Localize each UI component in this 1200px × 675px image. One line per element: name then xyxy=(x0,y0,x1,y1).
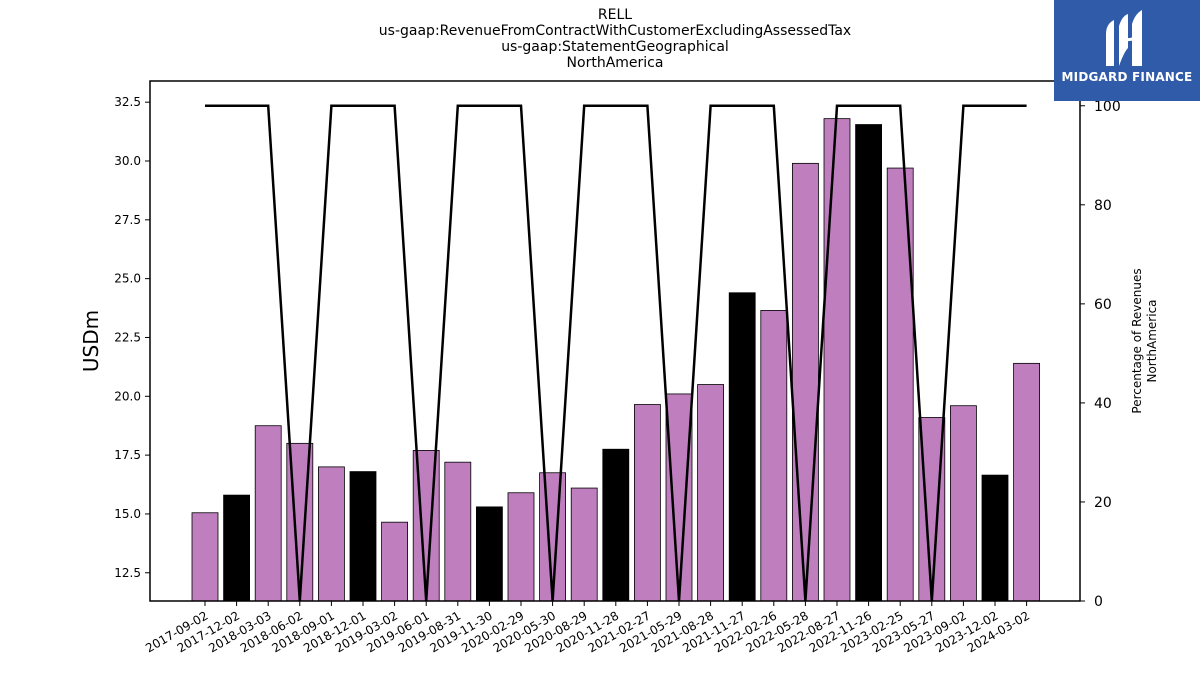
bar-2020-11-28 xyxy=(602,448,630,602)
bar-2022-11-26 xyxy=(855,124,882,602)
bar-2023-12-02 xyxy=(981,474,1009,602)
bar-2018-12-01 xyxy=(349,471,377,602)
y-tick-label: 20.0 xyxy=(114,389,141,403)
y2-tick-label: 20 xyxy=(1094,495,1112,511)
y2-axis-label-line-1: Percentage of Revenues xyxy=(1130,268,1144,413)
bar-2017-12-02 xyxy=(223,494,251,602)
bar-2022-08-27 xyxy=(823,118,851,602)
bars-group xyxy=(191,118,1040,602)
y-tick-label: 15.0 xyxy=(114,507,141,521)
y-tick-label: 17.5 xyxy=(114,448,141,462)
chart-title-line-3: us-gaap:StatementGeographical xyxy=(501,39,729,55)
chart-title-line-4: NorthAmerica xyxy=(566,55,664,71)
logo-text: MIDGARD FINANCE xyxy=(1061,70,1193,84)
bar-2020-05-30 xyxy=(539,472,566,602)
y-tick-label: 32.5 xyxy=(114,95,141,109)
bar-2019-03-02 xyxy=(381,521,409,602)
bar-2021-08-28 xyxy=(697,384,724,602)
percentage-line-group xyxy=(205,104,1027,602)
chart-title-line-2: us-gaap:RevenueFromContractWithCustomerE… xyxy=(378,23,852,39)
x-axis-ticks: 2017-09-022017-12-022018-03-032018-06-02… xyxy=(143,601,1032,655)
bar-2021-05-29 xyxy=(665,393,693,602)
chart-title: RELL us-gaap:RevenueFromContractWithCust… xyxy=(0,7,1200,71)
y-tick-label: 12.5 xyxy=(114,566,141,580)
bar-2022-05-28 xyxy=(792,162,819,602)
bar-2018-09-01 xyxy=(317,466,345,602)
bar-2020-02-29 xyxy=(507,492,535,602)
y-tick-label: 27.5 xyxy=(114,213,141,227)
y2-tick-label: 80 xyxy=(1094,198,1112,214)
bar-2022-02-26 xyxy=(760,310,788,602)
brand-logo: MIDGARD FINANCE xyxy=(1054,0,1200,101)
y2-tick-label: 0 xyxy=(1094,594,1103,610)
y-tick-label: 30.0 xyxy=(114,154,141,168)
bar-2019-11-30 xyxy=(475,506,503,602)
bar-2021-11-27 xyxy=(728,292,756,602)
y2-axis-label-line-2: NorthAmerica xyxy=(1145,299,1159,382)
bar-2019-08-31 xyxy=(444,461,472,602)
bar-2017-09-02 xyxy=(191,512,219,602)
bar-2021-02-27 xyxy=(634,404,661,602)
bar-2023-09-02 xyxy=(950,405,977,602)
y2-tick-label: 60 xyxy=(1094,297,1112,313)
y2-tick-label: 40 xyxy=(1094,396,1112,412)
y2-tick-label: 100 xyxy=(1094,99,1121,115)
y2-axis-ticks: 0 20 40 60 80 100 xyxy=(1080,99,1121,610)
y-axis-label: USDm xyxy=(79,310,103,372)
bar-2018-03-03 xyxy=(254,425,282,602)
plot-frame xyxy=(149,80,1081,602)
logo-icon xyxy=(1106,10,1142,66)
y-tick-label: 25.0 xyxy=(114,272,141,286)
bar-2020-08-29 xyxy=(570,487,598,602)
bar-2024-03-02 xyxy=(1013,362,1040,602)
y-axis-ticks: 12.5 15.0 17.5 20.0 22.5 25.0 27.5 30.0 32.5 xyxy=(114,95,150,580)
chart-title-line-1: RELL xyxy=(597,7,633,23)
y-tick-label: 22.5 xyxy=(114,330,141,344)
percentage-line xyxy=(205,104,1027,602)
